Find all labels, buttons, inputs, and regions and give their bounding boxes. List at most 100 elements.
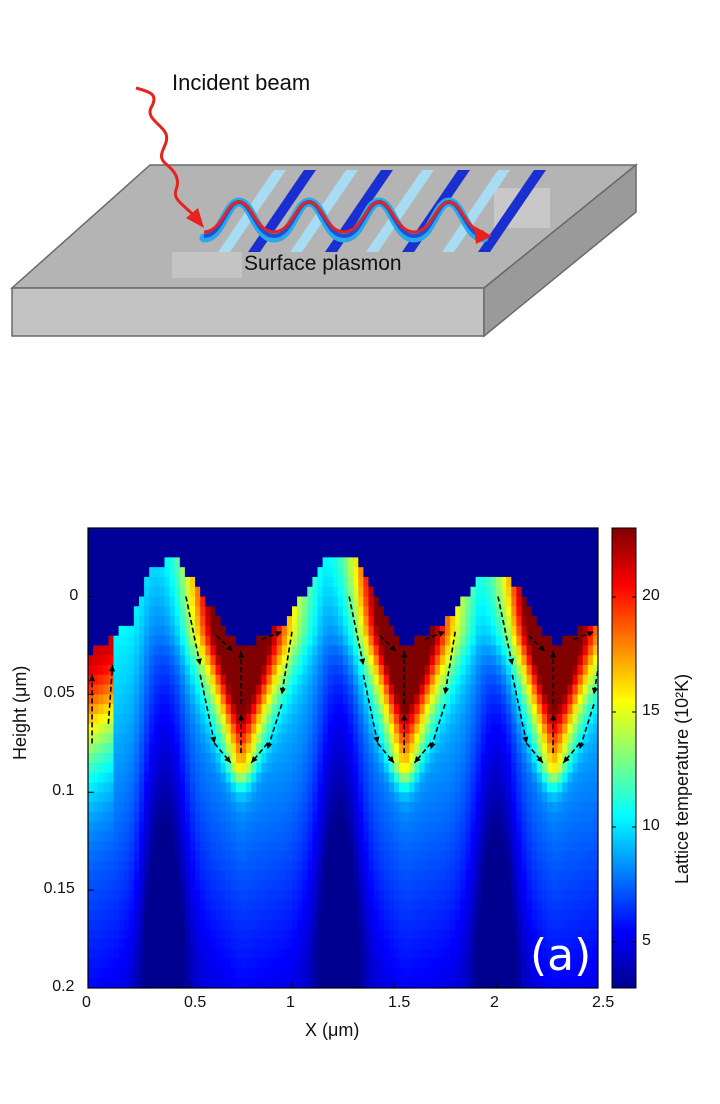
heatmap-cell (587, 694, 594, 705)
heatmap-cell (98, 645, 104, 656)
heatmap-cell (455, 880, 461, 891)
heatmap-cell (424, 694, 431, 705)
heatmap-cell (144, 665, 150, 676)
heatmap-cell (455, 899, 461, 911)
heatmap-cell (485, 547, 492, 558)
heatmap-cell (480, 899, 487, 911)
heatmap-cell (541, 831, 548, 842)
heatmap-cell (424, 586, 431, 598)
heatmap-cell (394, 929, 400, 940)
heatmap-cell (144, 645, 150, 656)
heatmap-cell (378, 704, 385, 715)
heatmap-cell (373, 850, 380, 862)
heatmap-cell (307, 762, 313, 774)
heatmap-cell (266, 625, 273, 637)
heatmap-cell (557, 567, 563, 578)
heatmap-cell (93, 674, 99, 686)
heatmap-cell (541, 978, 548, 988)
heatmap-cell (521, 939, 528, 950)
heatmap-cell (118, 704, 125, 715)
heatmap-cell (547, 978, 553, 988)
heatmap-cell (225, 694, 232, 705)
heatmap-cell (128, 557, 135, 568)
heatmap-cell (246, 831, 252, 842)
heatmap-cell (286, 919, 293, 930)
heatmap-cell (429, 567, 436, 578)
heatmap-cell (378, 528, 385, 539)
heatmap-cell (266, 939, 273, 950)
heatmap-cell (98, 792, 104, 803)
heatmap-cell (139, 733, 145, 744)
heatmap-cell (404, 811, 410, 823)
heatmap-cell (123, 684, 130, 695)
heatmap-cell (312, 850, 319, 862)
heatmap-cell (592, 537, 598, 549)
heatmap-cell (531, 929, 538, 940)
heatmap-cell (108, 978, 115, 988)
heatmap-cell (475, 616, 482, 627)
heatmap-cell (88, 665, 94, 676)
heatmap-cell (475, 567, 482, 578)
heatmap-cell (445, 753, 451, 764)
heatmap-cell (113, 635, 120, 647)
heatmap-cell (373, 528, 380, 539)
heatmap-cell (511, 841, 517, 852)
heatmap-cell (450, 841, 456, 852)
heatmap-cell (363, 557, 370, 568)
heatmap-cell (164, 880, 171, 891)
heatmap-cell (521, 743, 528, 754)
heatmap-cell (567, 841, 574, 852)
heatmap-cell (496, 939, 502, 950)
heatmap-cell (312, 772, 319, 784)
heatmap-cell (587, 850, 594, 862)
heatmap-cell (557, 958, 563, 970)
heatmap-cell (429, 606, 436, 617)
heatmap-cell (388, 596, 395, 607)
heatmap-cell (577, 606, 584, 617)
heatmap-cell (174, 625, 181, 637)
heatmap-cell (465, 821, 472, 833)
heatmap-cell (108, 557, 115, 568)
heatmap-cell (587, 948, 594, 960)
heatmap-cell (424, 968, 431, 979)
heatmap-cell (536, 880, 543, 891)
heatmap-cell (276, 645, 283, 656)
heatmap-cell (179, 821, 186, 833)
heatmap-cell (118, 596, 125, 607)
heatmap-cell (174, 919, 181, 930)
heatmap-cell (307, 782, 313, 793)
heatmap-cell (429, 528, 436, 539)
heatmap-cell (506, 733, 512, 744)
heatmap-cell (184, 567, 191, 578)
heatmap-cell (281, 645, 288, 656)
heatmap-cell (220, 537, 227, 549)
heatmap-cell (424, 899, 431, 911)
heatmap-cell (501, 547, 507, 558)
heatmap-cell (445, 968, 451, 979)
heatmap-cell (557, 635, 563, 647)
heatmap-cell (511, 528, 517, 539)
heatmap-cell (414, 821, 421, 833)
heatmap-cell (246, 860, 252, 872)
heatmap-cell (113, 684, 120, 695)
heatmap-cell (455, 762, 461, 774)
heatmap-cell (190, 723, 196, 735)
heatmap-cell (332, 782, 339, 793)
heatmap-cell (266, 850, 273, 862)
heatmap-cell (353, 753, 359, 764)
heatmap-cell (358, 968, 364, 979)
heatmap-cell (159, 586, 166, 598)
heatmap-cell (88, 743, 94, 754)
heatmap-cell (399, 860, 405, 872)
heatmap-cell (383, 802, 390, 813)
heatmap-cell (404, 665, 410, 676)
heatmap-cell (144, 802, 150, 813)
heatmap-cell (592, 860, 598, 872)
heatmap-cell (460, 753, 466, 764)
heatmap-cell (286, 772, 293, 784)
heatmap-cell (424, 743, 431, 754)
heatmap-cell (322, 899, 329, 911)
heatmap-cell (485, 821, 492, 833)
heatmap-cell (434, 616, 441, 627)
heatmap-cell (552, 890, 558, 901)
